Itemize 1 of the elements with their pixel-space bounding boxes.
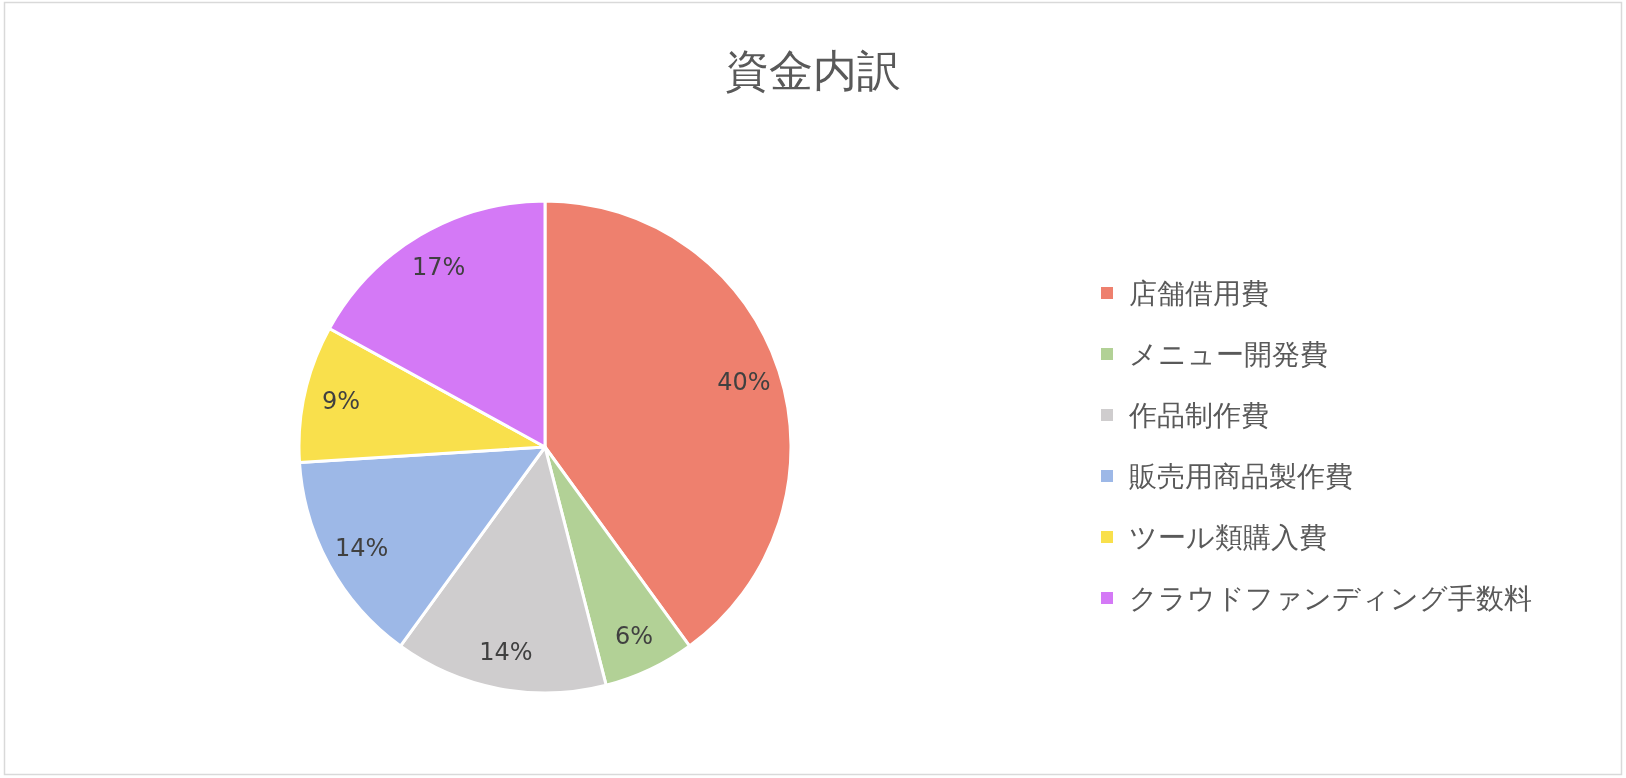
title: 資金内訳 bbox=[725, 44, 901, 96]
